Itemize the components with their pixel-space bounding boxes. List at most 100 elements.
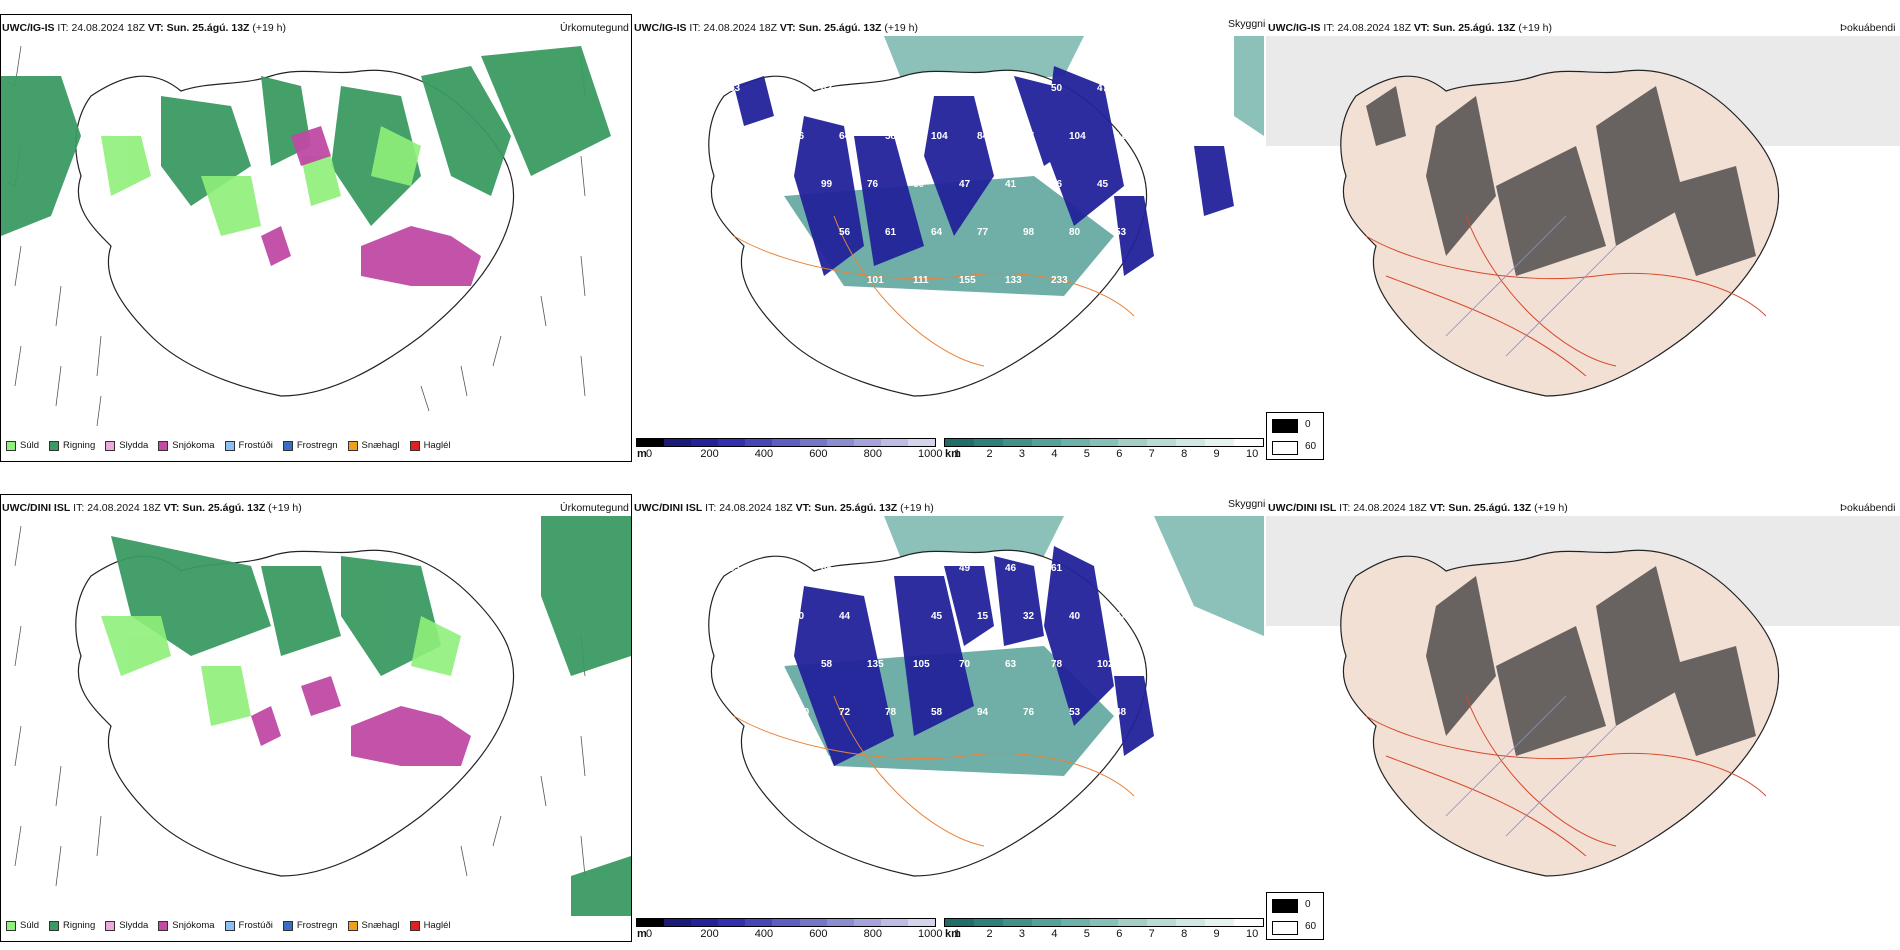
cloud-base-label: 11 <box>885 323 896 334</box>
cloud-base-label: 76 <box>867 179 879 190</box>
colorbar-bin <box>1060 919 1090 926</box>
precip-map-2 <box>14 516 631 916</box>
cloud-base-label: 61 <box>885 227 897 238</box>
colorbar-tick: 10 <box>1246 448 1259 460</box>
colorbar-bin <box>1089 919 1119 926</box>
cloud-base-label: 40 <box>793 611 805 622</box>
precip-map <box>1 45 611 427</box>
cloud-base-label: 98 <box>1023 227 1035 238</box>
cloud-base-label: 46 <box>793 131 805 142</box>
cloud-base-label: 39 <box>747 323 759 334</box>
colorbar-tick: 4 <box>1051 928 1058 940</box>
fog-legend-label: 60 <box>1305 441 1317 452</box>
colorbar-bin <box>1002 439 1032 446</box>
fog-legend-swatch <box>1272 921 1298 935</box>
colorbar-tick: 5 <box>1083 928 1090 940</box>
cloud-base-label: 67 <box>885 611 897 622</box>
colorbar-bin <box>745 919 773 926</box>
legend-label: Haglél <box>423 920 451 931</box>
fog-legend-label: 0 <box>1305 899 1311 910</box>
colorbar-bin <box>945 919 974 926</box>
cloud-base-label: 135 <box>867 659 884 670</box>
snow-areas-2 <box>251 676 471 766</box>
colorbar-bin <box>1176 439 1206 446</box>
legend-item: Slydda <box>105 920 148 931</box>
cloud-base-label: 73 <box>775 275 787 286</box>
cloud-base-label: 82 <box>821 83 833 94</box>
cloud-base-label: 104 <box>1069 131 1086 142</box>
cloud-base-label: 46 <box>1005 563 1017 574</box>
cloud-base-label: 61 <box>1051 563 1063 574</box>
cloud-base-label: 78 <box>885 707 897 718</box>
colorbar-bin <box>799 439 827 446</box>
precip-title: Úrkomutegund <box>560 22 629 34</box>
legend-swatch <box>105 440 116 451</box>
colorbar-tick: 1 <box>954 928 961 940</box>
colorbar-tick: 400 <box>754 928 774 940</box>
legend-item: Snjókoma <box>158 440 215 451</box>
cloud-base-label: 94 <box>977 707 989 718</box>
colorbar-tick: 6 <box>1116 928 1123 940</box>
cloud-map-2: 95 65 65 88 89 49 46 61 49 38 40 44 67 45 15 32 40 47 41 39… <box>708 516 1264 877</box>
colorbar-bin <box>853 439 881 446</box>
legend-swatch <box>49 920 60 931</box>
colorbar-tick: 0 <box>646 928 653 940</box>
cloud-base-label: 89 <box>913 563 925 574</box>
colorbar-bin <box>1060 439 1090 446</box>
cloud-base-label: 48 <box>1115 707 1127 718</box>
colorbar-tick: 7 <box>1148 928 1155 940</box>
legend-item: Frostúði <box>224 920 273 931</box>
legend-label: Snæhagl <box>361 920 400 931</box>
colorbar-unit: m <box>637 448 647 460</box>
colorbar-tick: 800 <box>863 448 882 460</box>
vis-title: Skyggni <box>1228 18 1266 30</box>
cloud-base-label: 40 <box>1069 611 1081 622</box>
colorbar-bin <box>1118 919 1148 926</box>
legend-swatch <box>224 920 235 931</box>
legend-label: Snjókoma <box>172 920 215 931</box>
cloud-base-label: 70 <box>913 83 925 94</box>
legend-swatch <box>282 920 293 931</box>
legend-label: Slydda <box>119 920 149 931</box>
colorbar-bin <box>772 439 800 446</box>
colorbar-unit: km <box>945 448 961 460</box>
legend-swatch <box>409 440 420 451</box>
cloud-base-label: 64 <box>931 227 943 238</box>
cloud-base-label: 304 <box>729 179 746 190</box>
cloud-base-label: 76 <box>1023 707 1035 718</box>
legend-item: Frostregn <box>282 440 338 451</box>
cloud-base-label: 58 <box>729 755 741 766</box>
cloud-base-label: 101 <box>867 275 884 286</box>
precip-legend-2: Súld Rigning Slydda Snjókoma Frostúði Frostre… <box>6 920 451 931</box>
cloud-base-label: 99 <box>821 179 833 190</box>
legend-swatch <box>6 920 16 931</box>
colorbar-bin <box>1234 439 1263 446</box>
cloud-base-label: 64 <box>839 323 851 334</box>
fog-header: UWC/IG-IS IT: 24.08.2024 18Z VT: Sun. 25… <box>1268 22 1552 34</box>
colorbar-tick: 0 <box>646 448 653 460</box>
colorbar-bin <box>880 439 908 446</box>
colorbar-tick: 10 <box>1246 928 1259 940</box>
cloud-base-label: 63 <box>729 275 741 286</box>
colorbar-tick: 600 <box>809 448 828 460</box>
cloud-base-label: 105 <box>913 659 930 670</box>
legend-label: Súld <box>20 440 40 451</box>
drizzle-areas <box>101 126 421 236</box>
row1: UWC/IG-IS IT: 24.08.2024 18Z VT: Sun. 25… <box>0 0 1900 470</box>
precip-title-2: Úrkomutegund <box>560 502 629 514</box>
legend-swatch <box>6 440 16 451</box>
legend-item: Snæhagl <box>347 920 400 931</box>
colorbar-bin <box>637 439 665 446</box>
colorbar-bin <box>880 919 908 926</box>
wind-barbs-2 <box>14 525 586 887</box>
cloud-base-label: 47 <box>1097 83 1109 94</box>
colorbar-bin <box>664 919 692 926</box>
precip-header: UWC/IG-IS IT: 24.08.2024 18Z VT: Sun. 25… <box>2 22 286 34</box>
colorbar-bin <box>718 919 746 926</box>
legend-swatch <box>224 440 235 451</box>
colorbar-bin <box>691 919 719 926</box>
fog-legend-swatch <box>1272 899 1298 913</box>
cloud-base-label: 58 <box>885 131 897 142</box>
colorbar-bin <box>945 439 974 446</box>
fog-legend-2: 0 60 <box>1266 892 1324 940</box>
